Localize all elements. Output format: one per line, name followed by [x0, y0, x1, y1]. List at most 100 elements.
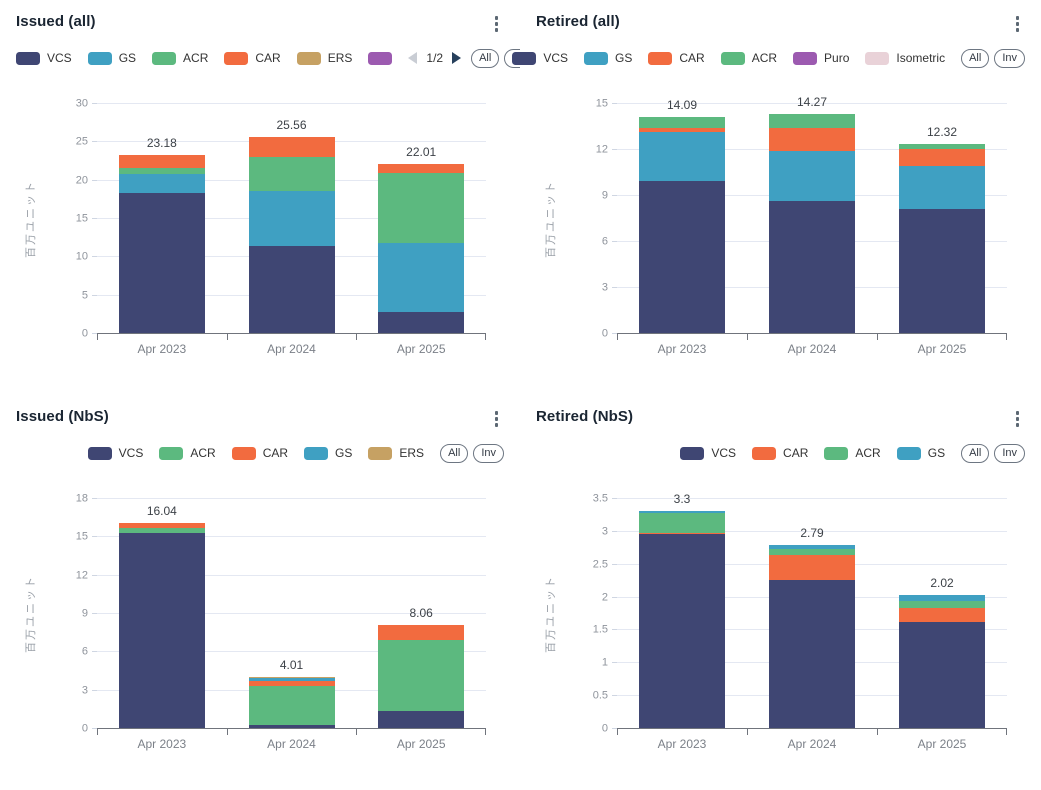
- legend: VCS CAR ACR GS All Inv: [536, 443, 1025, 463]
- y-tick-mark: [92, 294, 97, 296]
- legend-item-vcs[interactable]: VCS: [16, 51, 72, 65]
- legend-item-isometric[interactable]: Isometric: [865, 51, 945, 65]
- x-category-label: Apr 2023: [657, 737, 707, 751]
- legend-swatch-icon: [720, 51, 745, 65]
- y-tick-mark: [612, 695, 617, 697]
- legend-item-label: CAR: [262, 446, 289, 460]
- bar-apr-2025: [378, 164, 465, 333]
- legend-all-button[interactable]: All: [961, 48, 990, 68]
- bar-segment-car: [378, 164, 465, 173]
- bar-segment-acr: [899, 601, 985, 609]
- x-category-label: Apr 2024: [267, 737, 316, 751]
- kebab-menu-icon[interactable]: [1010, 13, 1026, 35]
- legend-item-more[interactable]: [368, 51, 393, 65]
- legend-all-button[interactable]: All: [440, 443, 469, 463]
- bar-total-label: 3.3: [673, 492, 691, 507]
- bar-segment-vcs: [248, 725, 335, 728]
- legend-item-acr[interactable]: ACR: [152, 51, 208, 65]
- gridline: [97, 574, 486, 576]
- bar-apr-2023: [118, 523, 205, 728]
- gridline: [97, 103, 486, 104]
- bar-segment-gs: [638, 511, 725, 514]
- y-axis-title: 百万ユニット: [25, 575, 37, 653]
- x-tick-mark: [746, 334, 748, 340]
- legend: VCS ACR CAR GS ERS All Inv: [16, 443, 504, 463]
- legend-item-vcs[interactable]: VCS: [680, 446, 736, 460]
- kebab-menu-icon[interactable]: [1010, 408, 1026, 430]
- plot-wrap: 百万ユニット 0 0.5 1 1.5 2 2.5 3 3.5 3.3 2.79 2.02 Apr 2…: [536, 492, 1025, 751]
- y-tick-label: 3.5: [592, 492, 608, 505]
- legend-item-car[interactable]: CAR: [648, 51, 705, 65]
- x-tick-mark: [97, 334, 98, 340]
- card-header: Retired (NbS): [536, 408, 1025, 429]
- x-axis-line: [617, 333, 1007, 334]
- bar-apr-2024: [248, 137, 335, 333]
- x-category-label: Apr 2025: [917, 737, 967, 751]
- legend-swatch-icon: [648, 51, 673, 65]
- y-tick-label: 9: [601, 189, 608, 202]
- plot-area: 0 5 10 15 20 25 30 23.18 25.56 22.01: [76, 98, 486, 340]
- chart-title: Retired (NbS): [536, 408, 634, 425]
- legend-item-ers[interactable]: ERS: [368, 446, 424, 460]
- legend-item-vcs[interactable]: VCS: [512, 51, 568, 65]
- legend-item-ers[interactable]: ERS: [296, 51, 352, 65]
- y-axis-title: 百万ユニット: [25, 180, 37, 258]
- bar-segment-car: [638, 127, 725, 133]
- legend-item-gs[interactable]: GS: [896, 446, 945, 460]
- y-tick-label: 3: [81, 684, 88, 697]
- legend-swatch-icon: [224, 51, 249, 65]
- chart-card-retired-all: Retired (all) VCS GS CAR ACR Puro Isometric Al…: [512, 0, 1041, 395]
- kebab-menu-icon[interactable]: [489, 408, 505, 430]
- x-tick-mark: [617, 334, 618, 340]
- bar-segment-car: [378, 625, 465, 640]
- legend-all-button[interactable]: All: [961, 443, 990, 463]
- bar-segment-gs: [899, 595, 985, 602]
- legend-item-gs[interactable]: GS: [87, 51, 136, 65]
- x-category-label: Apr 2025: [396, 737, 446, 751]
- legend-item-puro[interactable]: Puro: [793, 51, 849, 65]
- legend-inv-button[interactable]: Inv: [994, 48, 1025, 68]
- bar-apr-2025: [378, 625, 465, 728]
- bar-total-label: 22.01: [406, 145, 437, 160]
- y-tick-label: 10: [75, 250, 88, 263]
- legend: VCS GS CAR ACR Puro Isometric All Inv: [512, 48, 1025, 68]
- legend-item-car[interactable]: CAR: [752, 446, 808, 460]
- legend-item-gs[interactable]: GS: [584, 51, 632, 65]
- bar-total-label: 23.18: [146, 136, 177, 151]
- plot-wrap: 百万ユニット 0 5 10 15 20 25 30 23.18 25.56 22.01 Apr 2…: [16, 98, 504, 356]
- legend-item-gs[interactable]: GS: [304, 446, 352, 460]
- legend-inv-button[interactable]: Inv: [994, 443, 1025, 463]
- bar-total-label: 4.01: [279, 657, 304, 672]
- y-tick-label: 12: [595, 143, 608, 156]
- y-tick-mark: [92, 728, 97, 729]
- bar-segment-acr: [638, 116, 725, 128]
- x-category-label: Apr 2024: [267, 342, 316, 356]
- legend-swatch-icon: [87, 51, 112, 65]
- legend-item-acr[interactable]: ACR: [824, 446, 881, 460]
- legend-item-acr[interactable]: ACR: [720, 51, 777, 65]
- bar-segment-vcs: [378, 711, 465, 728]
- y-tick-label: 15: [595, 97, 608, 110]
- legend-item-car[interactable]: CAR: [231, 446, 289, 460]
- y-tick-mark: [92, 689, 97, 691]
- bar-segment-car: [118, 523, 205, 528]
- x-tick-mark: [226, 729, 228, 735]
- legend-all-button[interactable]: All: [471, 48, 500, 68]
- legend-item-vcs[interactable]: VCS: [87, 446, 143, 460]
- legend-prev-page-icon[interactable]: [408, 52, 418, 64]
- bar-segment-vcs: [118, 193, 205, 333]
- bar-segment-car: [899, 149, 985, 167]
- legend-item-car[interactable]: CAR: [224, 51, 281, 65]
- legend-next-page-icon[interactable]: [452, 52, 462, 64]
- legend-item-acr[interactable]: ACR: [159, 446, 216, 460]
- legend-inv-button[interactable]: Inv: [473, 443, 504, 463]
- legend-swatch-icon: [512, 51, 537, 65]
- legend-item-label: ERS: [399, 446, 425, 460]
- y-tick-label: 9: [81, 607, 88, 620]
- kebab-menu-icon[interactable]: [489, 13, 505, 35]
- y-tick-label: 0: [81, 722, 88, 735]
- y-tick-mark: [612, 728, 617, 729]
